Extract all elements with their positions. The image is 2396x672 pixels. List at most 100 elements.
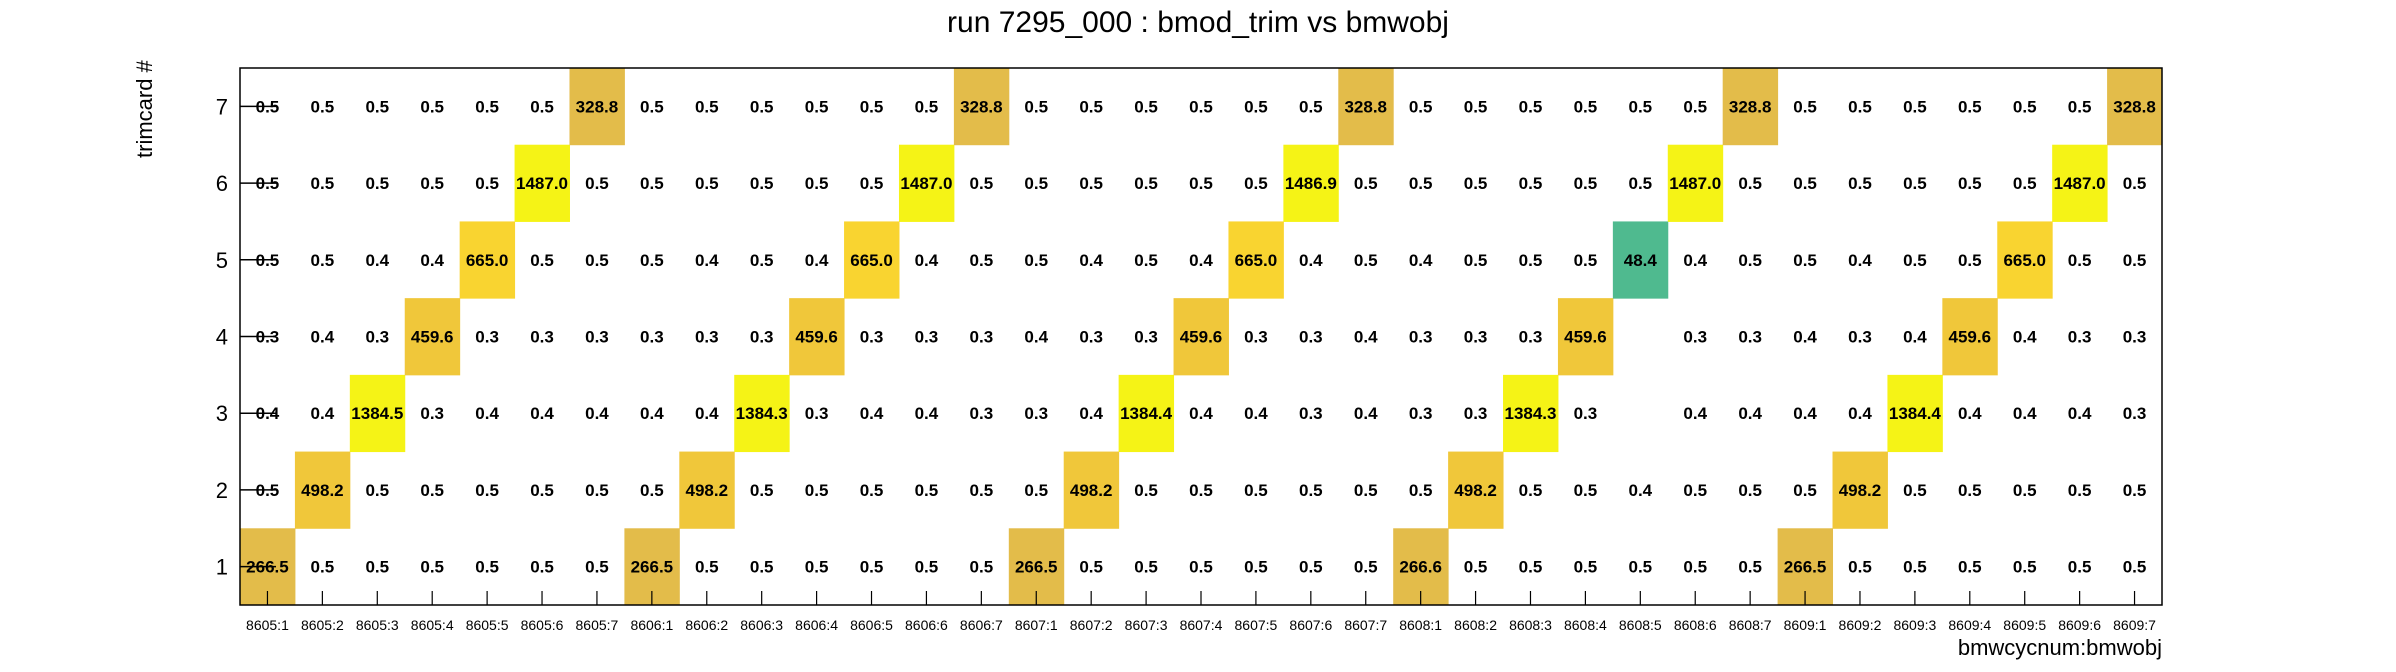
cell-value-label: 0.5 xyxy=(530,481,554,500)
cell-value-label: 0.5 xyxy=(2123,481,2147,500)
cell-value-label: 0.5 xyxy=(2123,174,2147,193)
cell-value-label: 0.5 xyxy=(1683,481,1707,500)
cell-value-label: 48.4 xyxy=(1624,251,1658,270)
cell-value-label: 0.3 xyxy=(530,328,554,347)
cell-value-label: 0.5 xyxy=(805,481,829,500)
x-tick-label: 8607:3 xyxy=(1125,617,1168,633)
cell-value-label: 0.5 xyxy=(860,174,884,193)
cell-value-label: 266.5 xyxy=(1784,558,1827,577)
cell-value-label: 0.4 xyxy=(1079,404,1103,423)
cell-value-label: 0.5 xyxy=(1958,558,1982,577)
cell-value-label: 0.5 xyxy=(1464,174,1488,193)
cell-value-label: 0.5 xyxy=(750,251,774,270)
cell-value-label: 0.5 xyxy=(1244,481,1268,500)
x-tick-label: 8608:3 xyxy=(1509,617,1552,633)
cell-value-label: 0.4 xyxy=(1683,404,1707,423)
cell-value-label: 0.5 xyxy=(1189,97,1213,116)
cell-value-label: 0.4 xyxy=(695,251,719,270)
cell-value-label: 0.3 xyxy=(1024,404,1048,423)
cell-value-label: 0.3 xyxy=(915,328,939,347)
cell-value-label: 0.5 xyxy=(1354,558,1378,577)
x-tick-label: 8609:7 xyxy=(2113,617,2156,633)
y-tick-label: 6 xyxy=(216,171,228,196)
x-tick-label: 8606:6 xyxy=(905,617,948,633)
cell-value-label: 0.5 xyxy=(1848,174,1872,193)
cell-value-label: 0.5 xyxy=(420,174,444,193)
cell-value-label: 0.5 xyxy=(1244,558,1268,577)
cell-value-label: 0.5 xyxy=(530,558,554,577)
cell-value-label: 0.5 xyxy=(1574,251,1598,270)
y-tick-label: 3 xyxy=(216,401,228,426)
cell-value-label: 0.5 xyxy=(1958,97,1982,116)
x-tick-label: 8607:7 xyxy=(1344,617,1387,633)
cell-value-label: 0.5 xyxy=(1354,481,1378,500)
cell-value-label: 0.5 xyxy=(2068,481,2092,500)
cell-value-label: 0.5 xyxy=(640,97,664,116)
cell-value-label: 0.5 xyxy=(1903,174,1927,193)
y-axis-title: trimcard # xyxy=(132,59,157,158)
cell-value-label: 0.3 xyxy=(970,328,994,347)
cell-value-label: 459.6 xyxy=(1564,328,1607,347)
cell-value-label: 0.4 xyxy=(1848,251,1872,270)
cell-value-label: 0.4 xyxy=(2013,328,2037,347)
cell-value-label: 0.4 xyxy=(1189,404,1213,423)
cell-value-label: 0.5 xyxy=(1079,174,1103,193)
heatmap-cell xyxy=(1832,451,1888,529)
cell-value-label: 0.5 xyxy=(585,251,609,270)
cell-value-label: 0.4 xyxy=(1079,251,1103,270)
x-tick-label: 8607:2 xyxy=(1070,617,1113,633)
cell-value-label: 0.4 xyxy=(915,251,939,270)
heatmap-cell xyxy=(1063,451,1120,529)
cell-value-label: 1384.3 xyxy=(1504,404,1556,423)
cell-value-label: 0.5 xyxy=(805,97,829,116)
cell-value-label: 0.5 xyxy=(1024,251,1048,270)
cell-value-label: 0.5 xyxy=(1024,97,1048,116)
x-tick-label: 8605:7 xyxy=(576,617,619,633)
cell-value-label: 0.5 xyxy=(475,174,499,193)
cell-value-label: 0.5 xyxy=(365,558,389,577)
heatmap-cell xyxy=(1612,221,1669,299)
cell-value-label: 0.5 xyxy=(860,97,884,116)
x-tick-label: 8606:1 xyxy=(630,617,673,633)
cell-value-label: 328.8 xyxy=(1344,97,1387,116)
cell-value-label: 0.3 xyxy=(640,328,664,347)
x-tick-label: 8606:4 xyxy=(795,617,838,633)
cell-value-label: 0.5 xyxy=(1628,558,1652,577)
cell-value-label: 0.5 xyxy=(2013,481,2037,500)
cell-value-label: 0.4 xyxy=(1683,251,1707,270)
cell-value-label: 1487.0 xyxy=(516,174,568,193)
heatmap-cell xyxy=(898,144,955,222)
cell-value-label: 0.4 xyxy=(1354,404,1378,423)
cell-value-label: 665.0 xyxy=(850,251,893,270)
x-tick-label: 8608:1 xyxy=(1399,617,1442,633)
cell-value-label: 0.5 xyxy=(2068,251,2092,270)
cell-value-label: 0.5 xyxy=(915,97,939,116)
cell-value-label: 0.5 xyxy=(1299,558,1323,577)
cell-value-label: 0.5 xyxy=(1848,558,1872,577)
cell-value-label: 0.3 xyxy=(1079,328,1103,347)
cell-value-label: 0.5 xyxy=(695,174,719,193)
cell-value-label: 0.4 xyxy=(530,404,554,423)
cell-value-label: 0.5 xyxy=(1574,481,1598,500)
x-tick-label: 8605:5 xyxy=(466,617,509,633)
cell-value-label: 0.5 xyxy=(1903,251,1927,270)
cell-value-label: 0.3 xyxy=(420,404,444,423)
cell-value-label: 0.5 xyxy=(475,558,499,577)
cell-value-label: 0.5 xyxy=(1079,558,1103,577)
cell-value-label: 0.5 xyxy=(1024,481,1048,500)
cell-value-label: 0.4 xyxy=(365,251,389,270)
x-tick-label: 8608:4 xyxy=(1564,617,1607,633)
cell-value-label: 0.5 xyxy=(1628,174,1652,193)
cell-value-label: 0.5 xyxy=(1793,251,1817,270)
cell-value-label: 0.3 xyxy=(1464,404,1488,423)
heatmap-cell xyxy=(1118,374,1175,453)
cell-value-label: 0.4 xyxy=(915,404,939,423)
heatmap-cell xyxy=(569,68,625,146)
heatmap-cell xyxy=(679,451,735,529)
cell-value-label: 0.5 xyxy=(585,558,609,577)
cell-value-label: 0.5 xyxy=(1519,481,1543,500)
heatmap-cell xyxy=(734,374,790,453)
cell-value-label: 0.3 xyxy=(805,404,829,423)
cell-value-label: 0.3 xyxy=(1574,404,1598,423)
